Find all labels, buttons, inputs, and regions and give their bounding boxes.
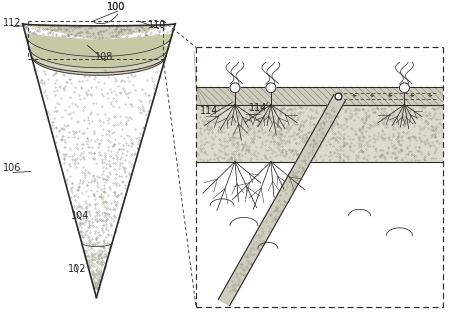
Polygon shape — [196, 47, 443, 307]
Polygon shape — [218, 95, 345, 305]
Circle shape — [400, 83, 410, 93]
Polygon shape — [26, 35, 172, 68]
Text: 112: 112 — [3, 18, 21, 28]
Text: 100: 100 — [108, 2, 126, 12]
Bar — [196, 162, 443, 307]
Bar — [196, 87, 443, 105]
Text: 100: 100 — [108, 2, 126, 12]
Text: 102: 102 — [68, 264, 86, 274]
Polygon shape — [22, 24, 175, 75]
Text: 106: 106 — [3, 163, 21, 173]
Text: 110: 110 — [148, 20, 166, 30]
Text: 114: 114 — [249, 103, 267, 113]
Text: 104: 104 — [71, 211, 89, 221]
Text: 114: 114 — [200, 106, 218, 116]
Text: 108: 108 — [95, 52, 114, 62]
Polygon shape — [22, 24, 175, 298]
Circle shape — [230, 83, 240, 93]
Circle shape — [266, 83, 276, 93]
Bar — [196, 105, 443, 162]
